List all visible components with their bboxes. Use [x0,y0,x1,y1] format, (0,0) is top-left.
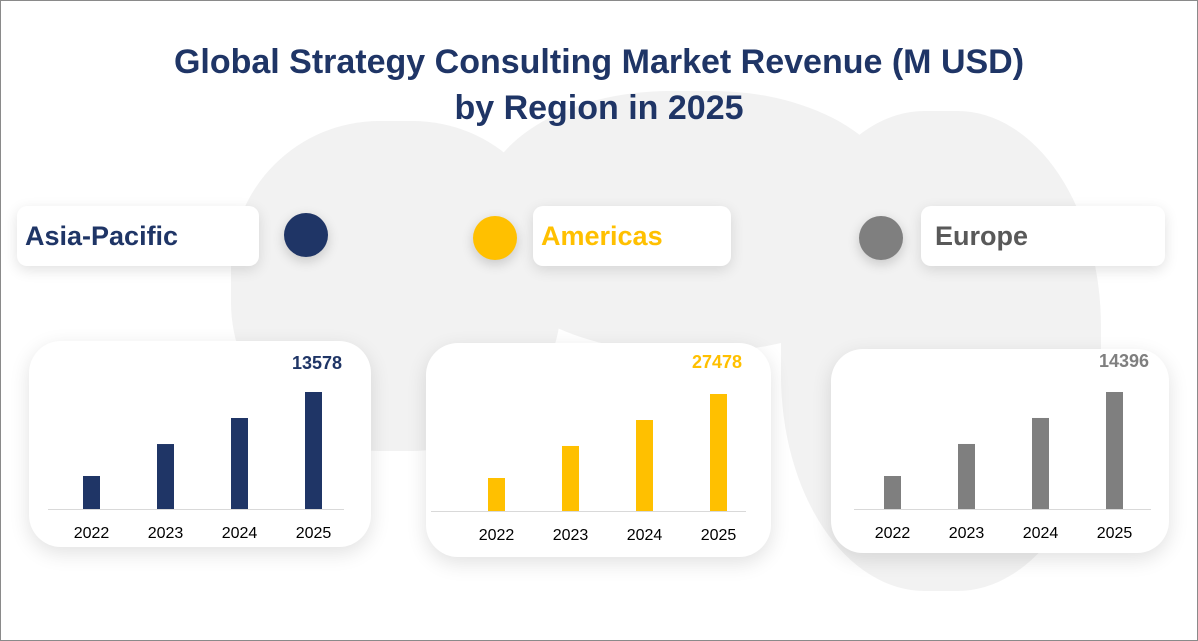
bar-2022 [83,475,100,509]
x-tick-label: 2024 [1023,525,1059,542]
chart-card-europe: 2022 2023 2024 2025 14396 [831,349,1169,553]
bar-2024 [636,420,653,511]
bar-2023 [157,444,174,509]
data-label: 13578 [292,353,342,373]
x-tick-label: 2025 [296,525,332,542]
x-tick-label: 2024 [627,527,663,544]
bar-2023 [958,443,975,509]
x-tick-label: 2022 [875,525,911,542]
x-tick-label: 2023 [949,525,985,542]
x-tick-label: 2023 [553,527,589,544]
bar-2024 [1032,417,1049,509]
bar-2022 [488,478,505,511]
x-tick-label: 2022 [74,525,110,542]
region-dot-americas [473,216,517,260]
x-tick-label: 2023 [148,525,184,542]
chart-title: Global Strategy Consulting Market Revenu… [173,43,1025,127]
region-label-americas: Americas [533,206,731,266]
region-dot-asia-pacific [284,213,328,257]
region-label-asia-pacific: Asia-Pacific [17,206,259,266]
x-tick-label: 2024 [222,525,258,542]
data-label: 27478 [692,352,742,372]
region-dot-europe [859,216,903,260]
bar-2024 [231,418,248,509]
bar-2022 [884,476,901,509]
region-label-europe: Europe [921,206,1165,266]
x-tick-label: 2025 [1097,525,1133,542]
chart-card-asia-pacific: 2022 2023 2024 2025 13578 [29,341,371,547]
bar-2023 [562,445,579,511]
x-tick-label: 2025 [701,527,737,544]
bar-2025 [710,394,727,511]
chart-card-americas: 2022 2023 2024 2025 27478 [426,343,771,557]
bar-2025 [305,392,322,509]
x-tick-label: 2022 [479,527,515,544]
data-label: 14396 [1099,351,1149,371]
bar-2025 [1106,392,1123,509]
